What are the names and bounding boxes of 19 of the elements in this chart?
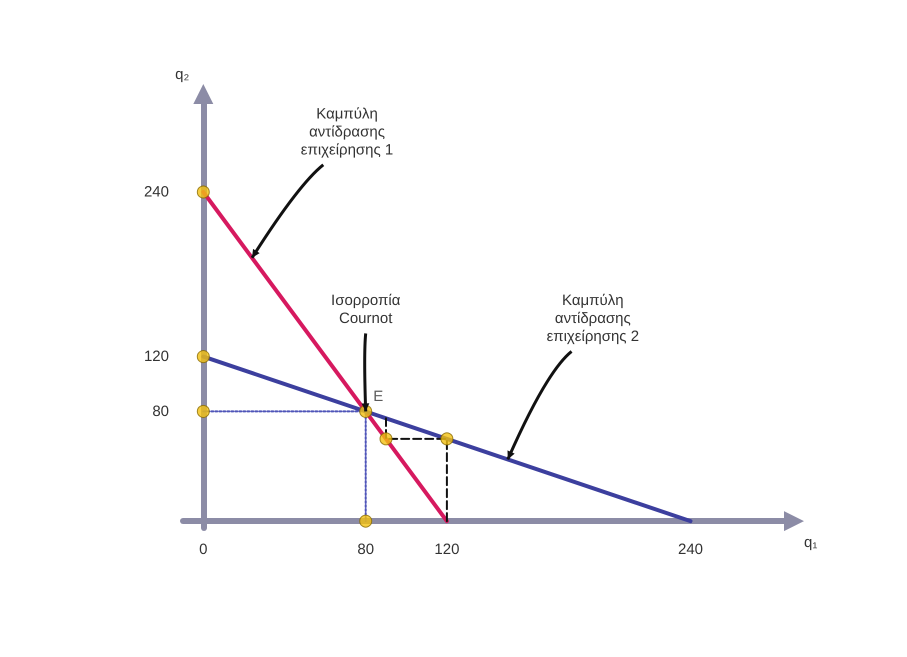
data-label: E [373,388,384,405]
point [440,432,454,446]
point [196,350,210,364]
x-tick-label: 80 [357,541,374,558]
y-axis-title: q₂ [175,66,190,83]
point [196,404,210,418]
annotation: Καμπύλη αντίδρασης επιχείρησης 2 [546,292,640,345]
y-tick-label: 120 [144,348,169,366]
point [359,514,372,528]
point [196,186,210,198]
x-tick-label: 240 [678,541,704,558]
y-tick-label: 240 [144,184,169,200]
x-tick-label: 120 [434,541,460,558]
annotation: Ισορροπία Cournot [331,292,401,327]
x-tick-label: 0 [199,541,208,558]
x-axis-title: q₁ [804,534,818,552]
y-tick-label: 80 [152,402,169,420]
annotation: Καμπύλη αντίδρασης επιχείρησης 1 [300,105,394,158]
point [380,432,392,446]
